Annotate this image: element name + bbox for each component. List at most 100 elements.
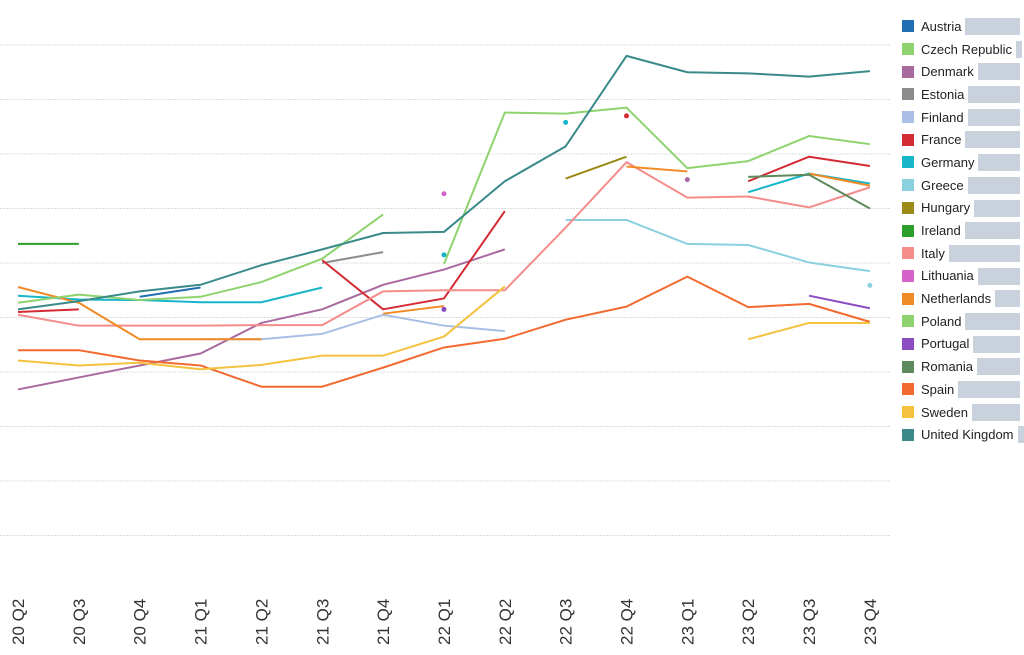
x-tick-label: 21 Q3 [313,599,332,645]
legend-swatch [902,406,914,419]
legend-label: Sweden [921,404,970,420]
series-line-france [321,210,506,311]
x-tick-label: 23 Q1 [678,599,697,645]
legend: Austria Czech Republic Denmark Estonia Finla… [902,15,1024,446]
legend-swatch [902,20,914,33]
legend-label: Ireland [921,223,963,239]
legend-swatch [902,428,914,441]
x-tick-label: 21 Q4 [374,599,393,645]
legend-swatch [902,247,914,260]
x-tick-label: 22 Q3 [557,599,576,645]
legend-item[interactable]: Denmark [902,60,1024,83]
legend-item[interactable]: Germany [902,151,1024,174]
series-line-spain [18,275,871,388]
legend-swatch [902,156,914,169]
redacted-value-box [965,18,1020,35]
series-line-france [17,308,79,314]
redacted-value-box [948,244,1020,262]
legend-item[interactable]: Austria [902,15,1024,38]
x-tick-label: 22 Q2 [496,599,515,645]
data-point-lithuania [441,191,447,197]
legend-item[interactable]: Spain [902,378,1024,401]
series-line-poland [17,213,384,304]
legend-swatch [902,179,914,192]
legend-item[interactable]: Greece [902,174,1024,197]
redacted-value-box [965,312,1020,330]
series-line-netherlands [808,172,871,187]
legend-swatch [902,337,914,350]
redacted-value-box [995,290,1020,308]
redacted-value-box [968,86,1020,104]
legend-label: Spain [921,381,957,397]
legend-item[interactable]: Poland [902,310,1024,333]
legend-label: Estonia [921,86,967,102]
legend-item[interactable]: Romania [902,355,1024,378]
redacted-value-box [958,381,1020,398]
redacted-value-box [977,267,1020,285]
x-tick-label: 21 Q2 [252,599,271,645]
series-line-united-kingdom [17,54,870,311]
legend-label: Finland [921,109,966,125]
legend-item[interactable]: Netherlands [902,287,1024,310]
legend-swatch [902,315,914,328]
series-line-czech-republic [443,106,871,265]
legend-swatch [902,111,914,124]
legend-item[interactable]: Portugal [902,333,1024,356]
series-line-portugal [808,294,871,310]
data-point-germany [441,252,447,258]
legend-item[interactable]: Finland [902,106,1024,129]
legend-label: Netherlands [921,291,994,307]
legend-swatch [902,201,914,214]
redacted-value-box [965,131,1020,149]
series-line-germany [17,286,323,304]
legend-item[interactable]: Ireland [902,219,1024,242]
series-lines [17,54,871,391]
legend-swatch [902,383,914,396]
legend-item[interactable]: United Kingdom [902,423,1024,446]
legend-item[interactable]: Sweden [902,401,1024,424]
legend-label: Lithuania [921,268,976,284]
x-tick-label: 20 Q4 [131,599,150,645]
redacted-value-box [1016,40,1023,58]
redacted-value-box [978,154,1020,172]
redacted-value-box [974,199,1020,217]
legend-label: Czech Republic [921,41,1015,57]
legend-swatch [902,43,914,56]
redacted-value-box [977,63,1020,81]
redacted-value-box [977,358,1020,376]
x-tick-label: 23 Q3 [800,599,819,645]
legend-item[interactable]: Estonia [902,83,1024,106]
series-line-netherlands [626,165,688,173]
redacted-value-box [1017,426,1024,444]
series-line-france [747,155,871,183]
x-tick-label: 21 Q1 [192,599,211,645]
legend-item[interactable]: Lithuania [902,265,1024,288]
x-tick-label: 20 Q2 [9,599,28,645]
series-line-finland [200,313,505,341]
legend-label: Romania [921,359,976,375]
redacted-value-box [967,108,1020,126]
legend-item[interactable]: Italy [902,242,1024,265]
legend-swatch [902,292,914,305]
legend-label: Italy [921,245,947,261]
legend-item[interactable]: Czech Republic [902,38,1024,61]
legend-label: Denmark [921,64,976,80]
legend-label: Austria [921,18,964,34]
legend-label: Hungary [921,200,973,216]
series-line-denmark [17,248,506,391]
series-line-sweden [747,321,870,341]
data-point-germany [563,119,569,125]
x-tick-label: 23 Q4 [861,599,880,645]
series-line-greece [565,218,871,273]
legend-item[interactable]: France [902,128,1024,151]
legend-item[interactable]: Hungary [902,197,1024,220]
series-line-netherlands [382,305,445,315]
legend-swatch [902,224,914,237]
legend-swatch [902,269,914,282]
legend-label: Portugal [921,336,972,352]
legend-label: Greece [921,177,966,193]
data-point-denmark [684,177,690,183]
data-point-greece [867,282,873,288]
line-chart: 20 Q2 20 Q3 20 Q4 21 Q1 21 Q2 21 Q3 21 Q4 22 Q1… [0,44,890,645]
x-tick-label: 22 Q4 [618,599,637,645]
